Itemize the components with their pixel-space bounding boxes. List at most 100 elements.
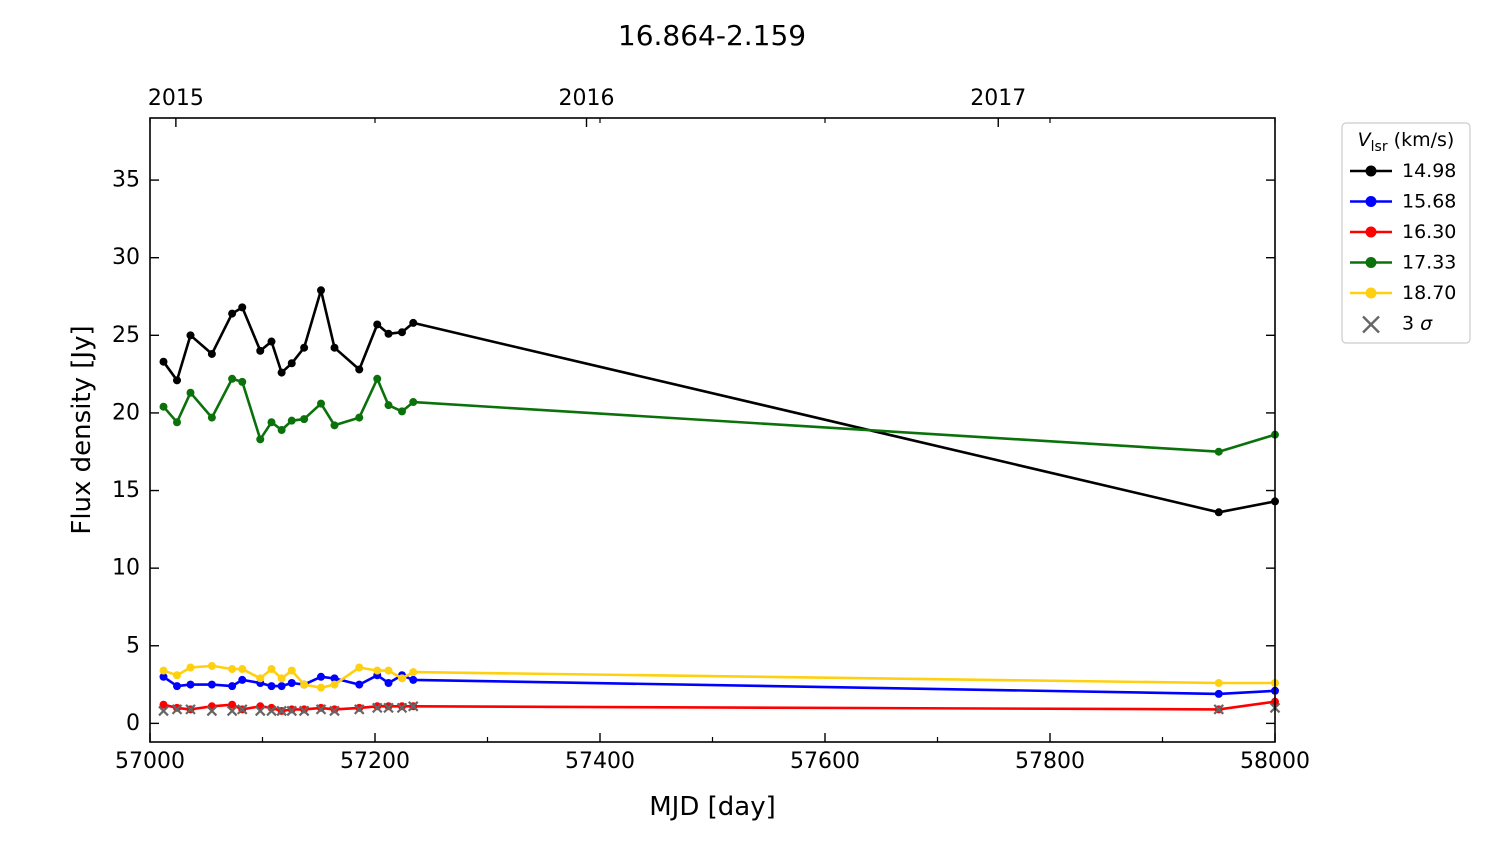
y-tick-label: 30 <box>112 245 140 270</box>
legend-title-unit: (km/s) <box>1388 129 1455 151</box>
data-point-14.98 <box>228 309 237 318</box>
data-point-14.98 <box>159 357 168 366</box>
data-point-18.70 <box>373 666 382 675</box>
data-point-17.33 <box>409 398 418 407</box>
legend-label: 15.68 <box>1402 191 1456 213</box>
data-point-16.30 <box>228 700 237 709</box>
y-axis-title: Flux density [Jy] <box>67 325 97 534</box>
data-point-17.33 <box>384 401 393 410</box>
three-sigma-marker <box>329 705 340 717</box>
data-point-18.70 <box>159 666 168 675</box>
data-point-14.98 <box>384 329 393 338</box>
data-point-17.33 <box>398 407 406 416</box>
x-tick-label: 58000 <box>1240 749 1310 774</box>
three-sigma-marker <box>1213 704 1225 715</box>
data-point-15.68 <box>186 680 195 689</box>
data-point-17.33 <box>373 374 382 383</box>
data-point-17.33 <box>186 388 195 397</box>
three-sigma-marker <box>407 701 419 712</box>
x-tick-label: 57200 <box>340 749 410 774</box>
three-sigma-marker <box>185 704 196 715</box>
y-tick-label: 15 <box>112 478 140 503</box>
data-point-15.68 <box>330 674 339 683</box>
data-point-18.70 <box>1214 679 1223 688</box>
data-point-18.70 <box>228 665 237 674</box>
legend-marker <box>1365 287 1377 299</box>
three-sigma-marker <box>396 702 408 714</box>
legend-label: 16.30 <box>1402 221 1456 243</box>
three-sigma-marker <box>226 705 238 717</box>
three-sigma-marker <box>206 705 218 717</box>
legend-marker <box>1365 257 1377 268</box>
data-point-17.33 <box>1214 447 1223 456</box>
data-point-17.33 <box>173 418 181 427</box>
data-point-17.33 <box>238 377 247 386</box>
legend-box <box>1341 122 1471 344</box>
data-point-17.33 <box>330 421 339 430</box>
series-line-14.98 <box>162 288 1276 514</box>
x-tick-label: 57400 <box>565 749 635 774</box>
legend-title-symbol: V <box>1358 129 1373 151</box>
data-point-14.98 <box>373 320 382 329</box>
x-tick-label: 57600 <box>790 749 860 774</box>
data-point-15.68 <box>173 682 181 691</box>
legend-item-16.30: 16.30 <box>1350 221 1456 243</box>
data-point-18.70 <box>317 683 325 692</box>
legend-item-18.70: 18.70 <box>1350 282 1456 304</box>
legend-label: 17.33 <box>1402 252 1456 274</box>
data-point-15.68 <box>228 682 237 691</box>
series-line-17.33 <box>162 377 1276 454</box>
three-sigma-marker <box>371 702 383 714</box>
data-point-14.98 <box>207 349 216 358</box>
legend-item-14.98: 14.98 <box>1350 160 1456 182</box>
data-point-17.33 <box>228 374 237 383</box>
data-point-14.98 <box>355 365 364 374</box>
data-point-15.68 <box>384 679 393 688</box>
three-sigma-marker <box>383 702 394 714</box>
year-tick-label: 2017 <box>970 86 1026 111</box>
three-sigma-marker <box>266 705 277 717</box>
data-point-14.98 <box>277 368 286 377</box>
three-sigma-marker <box>254 705 266 717</box>
data-point-15.68 <box>207 680 216 689</box>
data-point-18.70 <box>277 674 286 683</box>
data-point-17.33 <box>267 418 276 427</box>
plot-frame <box>149 117 1276 743</box>
data-point-18.70 <box>330 680 339 689</box>
data-point-17.33 <box>207 413 216 422</box>
data-point-14.98 <box>300 343 309 352</box>
x-axis-title: MJD [day] <box>649 792 776 822</box>
y-tick-label: 0 <box>126 711 140 736</box>
data-point-18.70 <box>173 671 181 680</box>
three-sigma-marker <box>353 704 365 715</box>
data-point-15.68 <box>159 672 168 681</box>
data-point-15.68 <box>238 675 247 684</box>
data-point-14.98 <box>256 346 265 355</box>
data-point-15.68 <box>355 680 364 689</box>
data-point-17.33 <box>287 416 296 425</box>
legend-item-17.33: 17.33 <box>1350 252 1456 274</box>
data-point-18.70 <box>384 666 393 675</box>
legend-marker <box>1365 196 1377 207</box>
data-point-15.68 <box>1214 689 1223 698</box>
data-point-17.33 <box>300 415 309 424</box>
three-sigma-marker <box>171 704 183 715</box>
three-sigma-marker <box>236 704 248 715</box>
year-tick-label: 2015 <box>148 86 204 111</box>
legend-label: 14.98 <box>1402 160 1456 182</box>
data-point-15.68 <box>317 672 325 681</box>
y-tick-label: 5 <box>126 633 140 658</box>
data-point-18.70 <box>287 666 296 675</box>
data-point-18.70 <box>256 674 265 683</box>
y-tick-label: 20 <box>112 400 140 425</box>
legend-item-3-sigma: 3 σ <box>1362 313 1433 335</box>
y-tick-label: 35 <box>112 168 140 193</box>
data-point-14.98 <box>317 286 325 295</box>
legend-title-subscript: lsr <box>1371 139 1388 155</box>
y-tick-label: 10 <box>112 556 140 581</box>
data-point-17.33 <box>355 413 364 422</box>
legend-label: 3 σ <box>1402 313 1433 335</box>
data-point-18.70 <box>300 680 309 689</box>
data-point-15.68 <box>409 675 418 684</box>
three-sigma-marker <box>315 704 327 715</box>
